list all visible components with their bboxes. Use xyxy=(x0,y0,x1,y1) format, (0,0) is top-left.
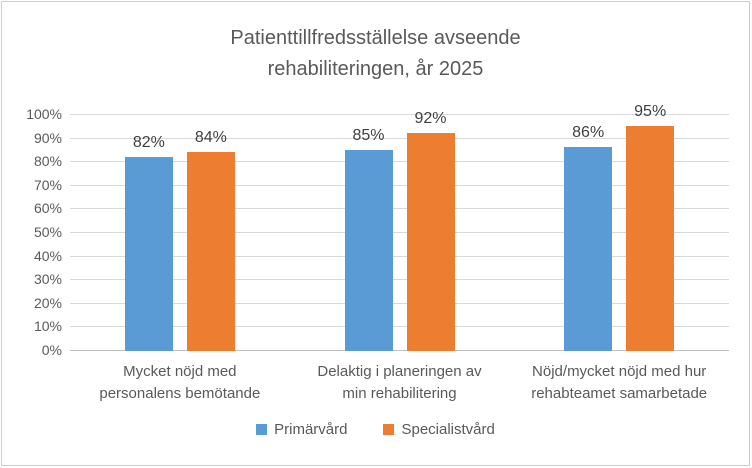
y-tick-label: 70% xyxy=(33,177,62,193)
bar-value-label: 92% xyxy=(414,109,447,127)
legend-swatch xyxy=(383,424,395,435)
chart-title: Patienttillfredsställelse avseende rehab… xyxy=(230,27,521,80)
legend-swatch xyxy=(256,424,268,435)
bar-specialistvård: 95% xyxy=(626,103,675,351)
bar-value-label: 95% xyxy=(634,102,667,120)
y-tick-label: 40% xyxy=(33,248,62,264)
gridline xyxy=(70,138,729,139)
gridline xyxy=(70,161,729,162)
bar-value-label: 85% xyxy=(352,126,385,144)
bar-value-label: 82% xyxy=(132,133,165,151)
y-tick-label: 10% xyxy=(33,318,62,334)
bar-primärvård: 86% xyxy=(564,124,613,351)
bar-value-label: 86% xyxy=(572,124,605,142)
bar-group: 86% 95% xyxy=(509,103,729,351)
bar-specialistvård: 84% xyxy=(186,129,235,351)
legend: Primärvård Specialistvård xyxy=(2,421,749,438)
y-tick-label: 100% xyxy=(26,106,62,122)
gridline xyxy=(70,256,729,257)
gridline xyxy=(70,279,729,280)
plot-area: 82% 84% 85% 92% 86% 95% xyxy=(70,103,729,351)
legend-label: Specialistvård xyxy=(401,421,495,438)
category-label: Delaktig i planeringen av min rehabilite… xyxy=(317,363,482,402)
bar-primärvård: 85% xyxy=(344,127,393,351)
gridline xyxy=(70,326,729,327)
category-label: Mycket nöjd med personalens bemötande xyxy=(99,363,261,402)
legend-item-specialistvård: Specialistvård xyxy=(383,421,495,438)
y-tick-label: 90% xyxy=(33,130,62,146)
x-axis-line xyxy=(70,350,729,351)
y-tick-label: 80% xyxy=(33,153,62,169)
bar-group: 85% 92% xyxy=(290,110,510,351)
y-tick-label: 30% xyxy=(33,271,62,287)
y-tick-label: 0% xyxy=(41,342,62,358)
y-tick-label: 20% xyxy=(33,295,62,311)
bar-group: 82% 84% xyxy=(70,114,290,351)
legend-label: Primärvård xyxy=(274,421,348,438)
gridline xyxy=(70,114,729,115)
gridline xyxy=(70,208,729,209)
bar-value-label: 84% xyxy=(194,128,227,146)
bar-primärvård: 82% xyxy=(124,134,173,351)
y-tick-label: 60% xyxy=(33,200,62,216)
x-axis: Mycket nöjd med personalens bemötande Del… xyxy=(70,361,729,405)
bar-specialistvård: 92% xyxy=(406,110,455,351)
category-label: Nöjd/mycket nöjd med hur rehabteamet sam… xyxy=(531,363,708,402)
y-tick-label: 50% xyxy=(33,224,62,240)
y-axis: 0% 10% 20% 30% 40% 50% 60% 70% 80% 90% 100% xyxy=(2,106,62,358)
gridline xyxy=(70,303,729,304)
bars-layer: 82% 84% 85% 92% 86% 95% xyxy=(70,103,729,351)
gridline xyxy=(70,232,729,233)
gridline xyxy=(70,185,729,186)
legend-item-primärvård: Primärvård xyxy=(256,421,347,438)
